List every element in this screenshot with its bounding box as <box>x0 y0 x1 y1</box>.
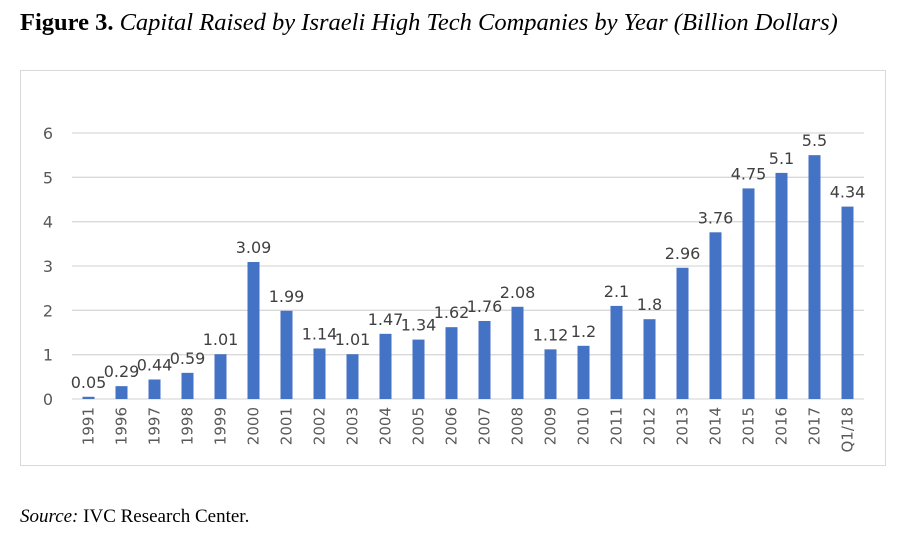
bar-2004 <box>379 333 392 399</box>
x-tick-label: 1996 <box>113 407 131 445</box>
x-tick-label: 1991 <box>80 407 98 445</box>
bar-2001 <box>280 310 293 399</box>
data-label: 5.5 <box>802 131 827 150</box>
data-label: 1.99 <box>269 287 305 306</box>
bar-1991 <box>82 396 95 399</box>
bar-2002 <box>313 348 326 399</box>
figure-caption: Capital Raised by Israeli High Tech Comp… <box>119 9 838 36</box>
data-label: 3.76 <box>698 208 734 227</box>
bar-2007 <box>478 320 491 399</box>
data-label: 1.62 <box>434 303 470 322</box>
x-tick-label: 2000 <box>245 407 263 445</box>
data-label: 0.44 <box>137 355 173 374</box>
x-tick-label: 2007 <box>476 407 494 445</box>
y-tick-label: 2 <box>43 301 53 320</box>
x-tick-label: 2016 <box>773 407 791 445</box>
x-tick-label: 2013 <box>674 407 692 445</box>
data-label: 2.08 <box>500 283 536 302</box>
y-tick-label: 5 <box>43 168 53 187</box>
bar-2013 <box>676 267 689 399</box>
bar-2000 <box>247 262 260 399</box>
bar-q1-18 <box>841 206 854 399</box>
bar-2016 <box>775 172 788 399</box>
y-tick-label: 0 <box>43 390 53 409</box>
data-label: 1.14 <box>302 324 338 343</box>
x-tick-label: 2015 <box>740 407 758 445</box>
source-note: Source: IVC Research Center. <box>20 506 249 528</box>
bar-2017 <box>808 155 821 399</box>
bar-2012 <box>643 319 656 399</box>
data-label: 1.76 <box>467 297 503 316</box>
y-tick-label: 3 <box>43 257 53 276</box>
bar-2010 <box>577 345 590 399</box>
x-tick-label: 1997 <box>146 407 164 445</box>
bar-2011 <box>610 305 623 399</box>
bar-2003 <box>346 354 359 399</box>
data-label: 2.96 <box>665 244 701 263</box>
data-label: 3.09 <box>236 238 272 257</box>
data-labels: 0.050.290.440.591.013.091.991.141.011.47… <box>71 131 866 392</box>
figure-label: Figure 3. <box>20 9 114 36</box>
bars <box>82 155 854 399</box>
x-tick-label: 1999 <box>212 407 230 445</box>
x-tick-label: 2006 <box>443 407 461 445</box>
x-tick-label: 2011 <box>608 407 626 445</box>
y-tick-label: 6 <box>43 124 53 143</box>
data-label: 0.05 <box>71 373 107 392</box>
x-tick-label: Q1/18 <box>839 407 857 453</box>
x-tick-label: 2005 <box>410 407 428 445</box>
x-tick-label: 2004 <box>377 407 395 445</box>
y-tick-label: 1 <box>43 346 53 365</box>
bar-1998 <box>181 372 194 399</box>
y-axis-ticks: 0 1 2 3 4 5 6 <box>43 124 53 409</box>
data-label: 1.2 <box>571 322 596 341</box>
figure-title: Figure 3. Capital Raised by Israeli High… <box>20 8 888 37</box>
data-label: 1.8 <box>637 295 662 314</box>
bar-2015 <box>742 188 755 399</box>
source-label: Source: <box>20 506 79 527</box>
data-label: 1.34 <box>401 316 437 335</box>
x-tick-label: 2017 <box>806 407 824 445</box>
bar-2008 <box>511 306 524 399</box>
gridlines <box>72 132 864 400</box>
chart-container <box>20 70 886 466</box>
bar-2005 <box>412 339 425 399</box>
data-label: 0.29 <box>104 362 140 381</box>
x-tick-label: 2002 <box>311 407 329 445</box>
bar-2009 <box>544 349 557 399</box>
data-label: 1.01 <box>203 330 239 349</box>
x-axis-ticks: 1991 1996 1997 1998 1999 2000 2001 2002 2003 2004… <box>80 407 857 453</box>
x-tick-label: 2008 <box>509 407 527 445</box>
data-label: 1.01 <box>335 330 371 349</box>
x-tick-label: 2012 <box>641 407 659 445</box>
x-tick-label: 2003 <box>344 407 362 445</box>
bar-1996 <box>115 386 128 399</box>
data-label: 1.12 <box>533 325 569 344</box>
bar-2014 <box>709 232 722 399</box>
y-tick-label: 4 <box>43 213 53 232</box>
x-tick-label: 2009 <box>542 407 560 445</box>
data-label: 2.1 <box>604 282 629 301</box>
bar-1999 <box>214 354 227 399</box>
source-text: IVC Research Center. <box>83 506 250 527</box>
data-label: 5.1 <box>769 149 794 168</box>
data-label: 4.75 <box>731 164 767 183</box>
bar-2006 <box>445 327 458 399</box>
data-label: 4.34 <box>830 183 866 202</box>
bar-1997 <box>148 379 161 399</box>
data-label: 1.47 <box>368 310 404 329</box>
data-label: 0.59 <box>170 349 206 368</box>
x-tick-label: 1998 <box>179 407 197 445</box>
x-tick-label: 2010 <box>575 407 593 445</box>
x-tick-label: 2014 <box>707 407 725 445</box>
x-tick-label: 2001 <box>278 407 296 445</box>
